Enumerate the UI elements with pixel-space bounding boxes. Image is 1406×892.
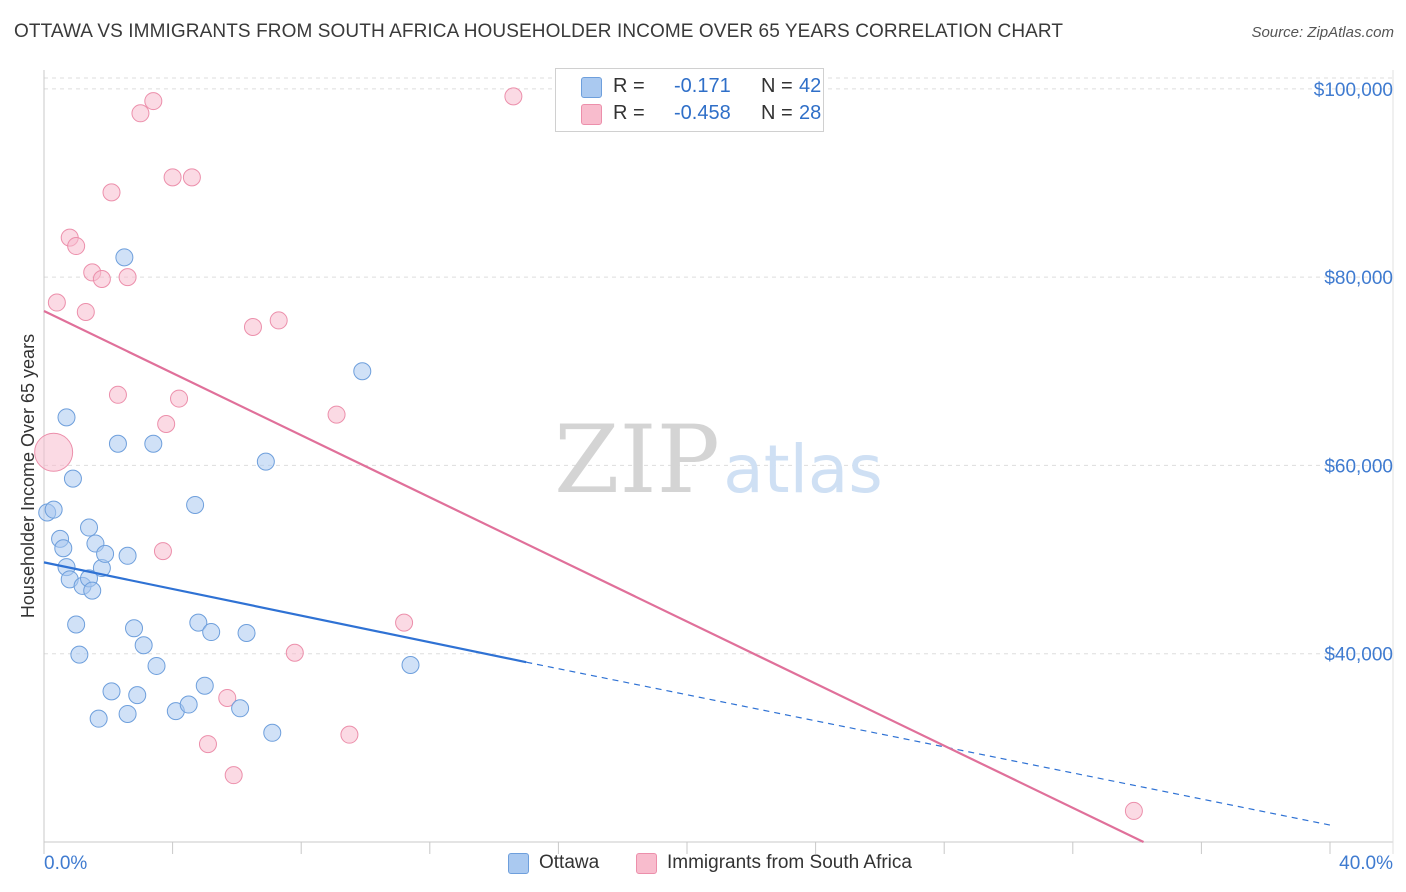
watermark-atlas: atlas	[723, 431, 883, 508]
south-africa-point	[218, 688, 237, 707]
ottawa-point	[263, 723, 282, 742]
south-africa-point	[340, 725, 359, 744]
ottawa-legend-swatch	[508, 853, 529, 874]
ottawa-r-label: R =	[613, 75, 645, 97]
correlation-legend: R = -0.171 N = 42 R = -0.458 N = 28	[555, 68, 824, 132]
south-africa-n-label: N =	[761, 102, 793, 124]
ottawa-point	[256, 452, 275, 471]
south-africa-r-value: -0.458	[674, 102, 731, 124]
x-tick-label-1: 40.0%	[1339, 853, 1393, 874]
ottawa-point	[118, 704, 137, 723]
y-tick-label-2: $80,000	[1324, 268, 1393, 289]
watermark-zip: ZIP	[554, 406, 720, 515]
ottawa-point	[179, 695, 198, 714]
ottawa-n-value: 42	[799, 75, 822, 97]
ottawa-point	[401, 656, 420, 675]
ottawa-n-label: N =	[761, 75, 793, 97]
south-africa-legend-swatch	[636, 853, 657, 874]
south-africa-point	[163, 168, 182, 187]
south-africa-n-value: 28	[799, 102, 822, 124]
series-south-africa	[34, 87, 1143, 820]
ottawa-point	[237, 623, 256, 642]
south-africa-point	[327, 405, 346, 424]
south-africa-point	[144, 92, 163, 111]
south-africa-legend-label: Immigrants from South Africa	[667, 852, 912, 873]
y-tick-label-0: $40,000	[1324, 645, 1393, 666]
trend-lines	[43, 310, 1331, 843]
south-africa-point	[76, 302, 95, 321]
ottawa-r-value: -0.171	[674, 75, 731, 97]
ottawa-point	[63, 469, 82, 488]
ottawa-swatch	[581, 77, 602, 98]
south-africa-point	[131, 104, 150, 123]
south-africa-point	[224, 766, 243, 785]
south-africa-point	[102, 183, 121, 202]
south-africa-point	[67, 237, 86, 256]
ottawa-point	[80, 518, 99, 537]
south-africa-point	[170, 389, 189, 408]
south-africa-point	[157, 414, 176, 433]
ottawa-point	[353, 362, 372, 381]
ottawa-point	[231, 699, 250, 718]
south-africa-point	[198, 735, 217, 754]
south-africa-point	[243, 318, 262, 337]
ottawa-point	[57, 408, 76, 427]
axis-labels: $40,000 $60,000 $80,000 $100,000 0.0% 40.0%	[44, 80, 1393, 874]
ottawa-point	[89, 709, 108, 728]
south-africa-point	[182, 168, 201, 187]
south-africa-r-label: R =	[613, 102, 645, 124]
x-tick-label-0: 0.0%	[44, 853, 87, 874]
ottawa-trend-line	[43, 561, 527, 664]
ottawa-point	[83, 581, 102, 600]
ottawa-point	[186, 495, 205, 514]
ottawa-point	[54, 539, 73, 558]
ottawa-point	[70, 645, 89, 664]
south-africa-point	[504, 87, 523, 106]
south-africa-swatch	[581, 104, 602, 125]
source-label: Source: ZipAtlas.com	[1251, 24, 1394, 41]
ottawa-legend-label: Ottawa	[539, 852, 600, 873]
south-africa-point	[1124, 801, 1143, 820]
series-ottawa	[38, 248, 420, 742]
gridlines	[44, 77, 1393, 655]
ottawa-point	[102, 682, 121, 701]
ottawa-point	[195, 676, 214, 695]
ottawa-point	[144, 434, 163, 453]
south-africa-point	[118, 268, 137, 287]
south-africa-trend-line	[43, 310, 1145, 843]
chart-title: OTTAWA VS IMMIGRANTS FROM SOUTH AFRICA H…	[14, 21, 1064, 42]
south-africa-point	[108, 385, 127, 404]
south-africa-point	[395, 613, 414, 632]
ottawa-point	[67, 615, 86, 634]
y-tick-label-3: $100,000	[1314, 80, 1393, 101]
ottawa-point	[108, 434, 127, 453]
south-africa-point	[34, 432, 74, 472]
ottawa-point	[134, 636, 153, 655]
ottawa-trend-extension	[526, 661, 1331, 826]
ottawa-point	[202, 623, 221, 642]
ottawa-point	[44, 500, 63, 519]
axes	[43, 70, 1394, 854]
ottawa-point	[96, 544, 115, 563]
south-africa-point	[92, 270, 111, 289]
y-axis-label: Householder Income Over 65 years	[18, 334, 38, 618]
ottawa-point	[125, 619, 144, 638]
ottawa-point	[147, 656, 166, 675]
ottawa-point	[128, 686, 147, 705]
south-africa-point	[285, 643, 304, 662]
ottawa-point	[118, 546, 137, 565]
y-tick-label-1: $60,000	[1324, 456, 1393, 477]
south-africa-point	[153, 542, 172, 561]
south-africa-point	[269, 311, 288, 330]
ottawa-point	[115, 248, 134, 267]
ottawa-point	[189, 613, 208, 632]
south-africa-point	[47, 293, 66, 312]
